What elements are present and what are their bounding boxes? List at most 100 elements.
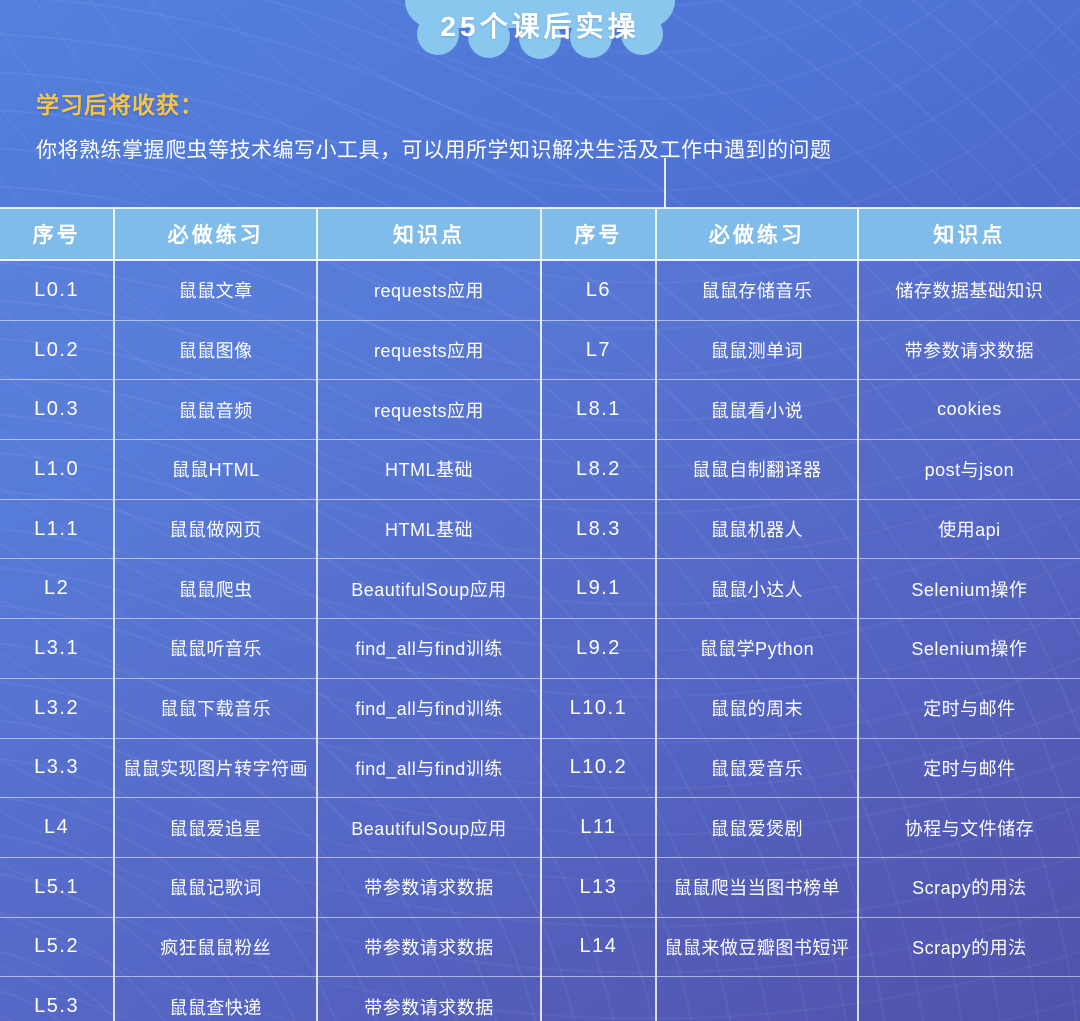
exercise-name: 鼠鼠爬当当图书榜单 [655,857,859,918]
table-row: L3.1 鼠鼠听音乐 find_all与find训练 [0,618,540,679]
knowledge-point: find_all与find训练 [317,678,540,739]
table-row: L8.2 鼠鼠自制翻译器 post与json [541,439,1080,500]
cloud-banner-shape [405,0,675,59]
table-row: L10.2 鼠鼠爱音乐 定时与邮件 [541,738,1080,799]
knowledge-point: post与json [857,439,1080,500]
tables-container: 序号 必做练习 知识点 L0.1 鼠鼠文章 requests应用 L0.2 鼠鼠图像 reque… [0,207,1080,1021]
lesson-id: L3.2 [0,678,116,739]
knowledge-point: BeautifulSoup应用 [317,558,540,620]
table-row: L8.3 鼠鼠机器人 使用api [541,499,1080,560]
lesson-id: L3.3 [0,738,116,799]
lesson-id: L9.2 [541,618,657,679]
header-row: 序号 必做练习 知识点 [0,208,540,261]
banner: 25个课后实操 [405,0,675,60]
knowledge-point: Selenium操作 [857,618,1080,679]
course-table-left: 序号 必做练习 知识点 L0.1 鼠鼠文章 requests应用 L0.2 鼠鼠图像 reque… [0,207,540,1021]
exercise-name: 鼠鼠看小说 [655,379,859,441]
lesson-id: L6 [541,260,657,321]
exercise-name: 鼠鼠小达人 [655,558,859,620]
lesson-id: L8.2 [541,439,657,500]
knowledge-point: Selenium操作 [857,558,1080,620]
exercise-name: 鼠鼠文章 [114,260,319,321]
lesson-id: L0.2 [0,320,116,381]
knowledge-point: 带参数请求数据 [317,857,540,918]
lesson-id: L10.2 [541,738,657,799]
exercise-name: 鼠鼠听音乐 [114,618,319,679]
intro-section: 学习后将收获： 你将熟练掌握爬虫等技术编写小工具，可以用所学知识解决生活及工作中… [36,86,832,164]
vertical-divider [664,158,666,208]
knowledge-point: requests应用 [317,379,540,441]
table-row: L6 鼠鼠存储音乐 储存数据基础知识 [541,260,1080,321]
table-row: L5.3 鼠鼠查快递 带参数请求数据 [0,976,540,1021]
column-header: 必做练习 [655,208,859,261]
exercise-name [655,976,859,1021]
table-row: L7 鼠鼠测单词 带参数请求数据 [541,320,1080,381]
exercise-name: 鼠鼠爱音乐 [655,738,859,799]
knowledge-point: 带参数请求数据 [857,320,1080,381]
knowledge-point: Scrapy的用法 [857,857,1080,918]
lesson-id: L10.1 [541,678,657,739]
table-row: L2 鼠鼠爬虫 BeautifulSoup应用 [0,558,540,620]
table-row: L3.3 鼠鼠实现图片转字符画 find_all与find训练 [0,738,540,799]
course-table-right: 序号 必做练习 知识点 L6 鼠鼠存储音乐 储存数据基础知识 L7 鼠鼠测单词 带参数请求数据 L… [540,207,1080,1021]
exercise-name: 鼠鼠爬虫 [114,558,319,620]
knowledge-point: find_all与find训练 [317,618,540,679]
knowledge-point: BeautifulSoup应用 [317,797,540,858]
exercise-name: 鼠鼠HTML [114,439,319,500]
exercise-name: 鼠鼠测单词 [655,320,859,381]
table-row: L0.1 鼠鼠文章 requests应用 [0,260,540,321]
column-header: 序号 [0,208,116,261]
knowledge-point: requests应用 [317,320,540,381]
lesson-id: L5.1 [0,857,116,918]
lesson-id: L1.1 [0,499,116,560]
knowledge-point: Scrapy的用法 [857,917,1080,978]
table-row: L10.1 鼠鼠的周末 定时与邮件 [541,678,1080,739]
knowledge-point: requests应用 [317,260,540,321]
intro-heading: 学习后将收获： [36,92,204,118]
knowledge-point: 定时与邮件 [857,678,1080,739]
table-row: L1.1 鼠鼠做网页 HTML基础 [0,499,540,560]
lesson-id: L4 [0,797,116,858]
exercise-name: 鼠鼠爱煲剧 [655,797,859,858]
exercise-name: 鼠鼠学Python [655,618,859,679]
knowledge-point: HTML基础 [317,439,540,500]
table-row: L5.2 疯狂鼠鼠粉丝 带参数请求数据 [0,917,540,978]
exercise-name: 鼠鼠来做豆瓣图书短评 [655,917,859,978]
header-row: 序号 必做练习 知识点 [541,208,1080,261]
knowledge-point: cookies [857,379,1080,441]
banner-title: 25个课后实操 [440,11,640,42]
lesson-id: L5.3 [0,976,116,1021]
lesson-id: L1.0 [0,439,116,500]
table-row: L8.1 鼠鼠看小说 cookies [541,379,1080,441]
exercise-name: 鼠鼠机器人 [655,499,859,560]
lesson-id: L13 [541,857,657,918]
knowledge-point: 使用api [857,499,1080,560]
table-row: L9.2 鼠鼠学Python Selenium操作 [541,618,1080,679]
exercise-name: 鼠鼠查快递 [114,976,319,1021]
lesson-id: L14 [541,917,657,978]
lesson-id: L9.1 [541,558,657,620]
knowledge-point [857,976,1080,1021]
table-row: L11 鼠鼠爱煲剧 协程与文件储存 [541,797,1080,858]
exercise-name: 鼠鼠做网页 [114,499,319,560]
lesson-id: L0.3 [0,379,116,441]
column-header: 必做练习 [114,208,319,261]
knowledge-point: 定时与邮件 [857,738,1080,799]
table-row: L9.1 鼠鼠小达人 Selenium操作 [541,558,1080,620]
column-header: 知识点 [317,208,540,261]
table-row [541,976,1080,1021]
exercise-name: 鼠鼠记歌词 [114,857,319,918]
lesson-id: L5.2 [0,917,116,978]
intro-body: 你将熟练掌握爬虫等技术编写小工具，可以用所学知识解决生活及工作中遇到的问题 [36,139,832,162]
exercise-name: 鼠鼠自制翻译器 [655,439,859,500]
lesson-id: L11 [541,797,657,858]
exercise-name: 鼠鼠下载音乐 [114,678,319,739]
exercise-name: 鼠鼠图像 [114,320,319,381]
lesson-id: L2 [0,558,116,620]
exercise-name: 鼠鼠的周末 [655,678,859,739]
exercise-name: 鼠鼠音频 [114,379,319,441]
lesson-id: L0.1 [0,260,116,321]
table-row: L14 鼠鼠来做豆瓣图书短评 Scrapy的用法 [541,917,1080,978]
knowledge-point: 协程与文件储存 [857,797,1080,858]
